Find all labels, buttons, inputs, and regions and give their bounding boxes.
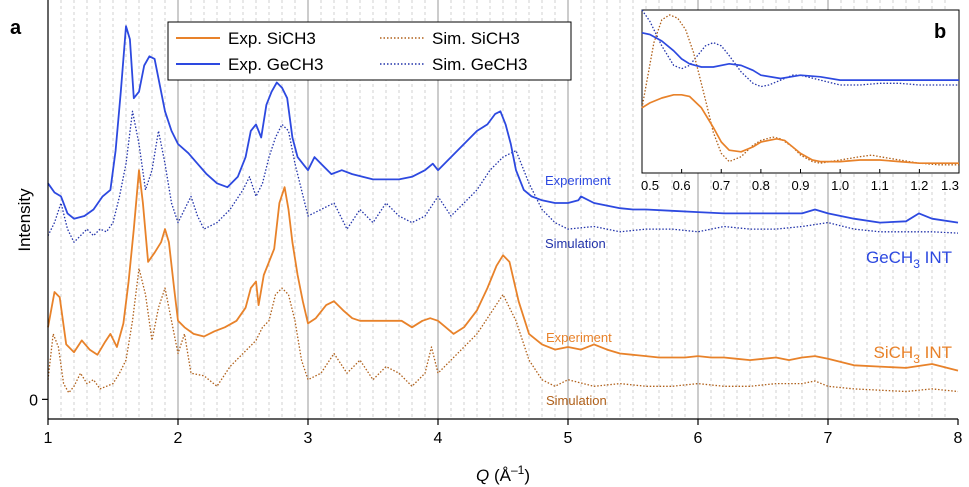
- inset-x-tick-label: 0.6: [673, 178, 691, 193]
- x-axis-label-unit: (Å: [489, 466, 511, 485]
- x-tick-label: 6: [694, 430, 703, 447]
- sich3-sub: 3: [913, 352, 920, 366]
- inset-x-tick-label: 0.5: [641, 178, 659, 193]
- annotation-ge-experiment: Experiment: [545, 173, 611, 188]
- annotation-gech3-int: GeCH3 INT: [866, 248, 952, 271]
- legend: Exp. SiCH3 Exp. GeCH3 Sim. SiCH3 Sim. Ge…: [167, 21, 572, 81]
- legend-label-exp-sich3: Exp. SiCH3: [228, 29, 316, 48]
- series-line-sim-gech3: [47, 110, 959, 243]
- legend-label-sim-gech3: Sim. GeCH3: [432, 55, 527, 74]
- inset-x-tick-label: 1.1: [871, 178, 889, 193]
- x-tick-label: 2: [174, 430, 183, 447]
- inset-series-line-exp-sich3: [641, 93, 959, 165]
- annotation-sich3-int: SiCH3 INT: [874, 343, 952, 366]
- x-tick-label: 7: [824, 430, 833, 447]
- x-axis-label-exponent: –1: [511, 463, 525, 477]
- x-tick-label: 1: [44, 430, 53, 447]
- inset-x-ticks: 0.5 0.6 0.7 0.8 0.9 1.0 1.1 1.2 1.3: [641, 169, 960, 193]
- legend-label-exp-gech3: Exp. GeCH3: [228, 55, 323, 74]
- inset-series-lines: [641, 9, 959, 166]
- inset-series-line-sim-sich3: [641, 14, 959, 166]
- inset-x-tick-label: 1.2: [910, 178, 928, 193]
- x-axis-label-symbol: Q: [476, 466, 489, 485]
- inset-x-tick-label: 1.0: [831, 178, 849, 193]
- series-line-sim-sich3: [47, 267, 959, 394]
- legend-box: [167, 21, 572, 81]
- inset-panel-b: 0.5 0.6 0.7 0.8 0.9 1.0 1.1 1.2 1.3 b: [641, 9, 960, 193]
- y-axis-label: Intensity: [15, 188, 34, 252]
- gech3-sub: 3: [913, 257, 920, 271]
- series-line-exp-gech3: [47, 25, 959, 224]
- inset-x-tick-label: 1.3: [941, 178, 959, 193]
- gech3-tail: INT: [920, 248, 952, 267]
- legend-label-sim-sich3: Sim. SiCH3: [432, 29, 520, 48]
- x-tick-label: 4: [434, 430, 443, 447]
- x-axis-label: Q (Å–1): [476, 463, 530, 485]
- gech3-text: GeCH: [866, 248, 913, 267]
- x-ticks: 1 2 3 4 5 6 7 8: [44, 419, 963, 447]
- inset-series-line-exp-gech3: [641, 31, 959, 81]
- sich3-tail: INT: [920, 343, 952, 362]
- sich3-text: SiCH: [874, 343, 914, 362]
- inset-x-tick-label: 0.9: [791, 178, 809, 193]
- x-tick-label: 5: [564, 430, 573, 447]
- y-ticks: 0: [29, 392, 48, 409]
- y-tick-label: 0: [29, 392, 38, 409]
- annotation-si-experiment: Experiment: [546, 330, 612, 345]
- series-lines: [47, 25, 959, 394]
- annotation-si-simulation: Simulation: [546, 393, 607, 408]
- x-tick-label: 8: [954, 430, 963, 447]
- panel-label-b: b: [934, 21, 946, 43]
- panel-label-a: a: [10, 17, 22, 39]
- series-line-exp-sich3: [47, 169, 959, 372]
- x-tick-label: 3: [304, 430, 313, 447]
- inset-background: [641, 9, 960, 174]
- annotation-ge-simulation: Simulation: [545, 236, 606, 251]
- inset-x-tick-label: 0.7: [712, 178, 730, 193]
- inset-series-line-sim-gech3: [641, 9, 959, 88]
- x-axis-label-close: ): [524, 466, 530, 485]
- inset-x-tick-label: 0.8: [752, 178, 770, 193]
